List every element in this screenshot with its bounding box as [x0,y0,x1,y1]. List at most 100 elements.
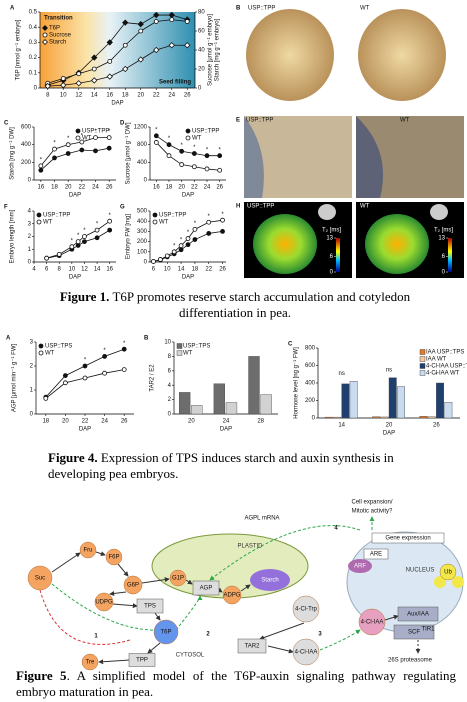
diagram-node [222,585,242,605]
point [82,234,87,239]
point [138,28,144,34]
diagram-label: TPS [144,604,156,610]
diagram-label: NUCLEUS [406,568,435,574]
panel-label: D [120,121,125,127]
x-tick-label: 24 [92,185,99,191]
significance: * [96,222,99,228]
x-tick-label: 20 [62,419,69,425]
y-tick-label: 0 [28,178,32,184]
seed-photo [358,9,446,101]
figure-caption: Figure 1. T6P promotes reserve starch ac… [40,289,430,321]
point [121,346,127,352]
y-tick-label: 0.5 [29,10,38,16]
photo-caption: WT [360,204,370,210]
legend-label: USP::TPS [45,344,72,350]
inhibition-path [39,589,131,645]
diagram-label: 4-Cl-IAA [295,650,318,656]
y-tick-label: 4 [28,209,32,215]
point [102,353,107,359]
significance: ns [338,371,344,377]
x-tick-label: 24 [168,93,175,99]
diagram-node [237,638,267,654]
diagram-label: 1 [94,634,98,640]
x-tick-label: 26 [184,93,191,99]
x-tick-label: 12 [81,267,88,273]
x-tick-label: 16 [106,267,113,273]
diagram-label: 4-Cl-Trp [295,607,317,613]
point [169,17,175,23]
significance: * [193,145,196,151]
y-tick-label: 3 [28,221,32,227]
legend-marker [38,343,44,349]
diagram-node [169,569,187,587]
panel-label: A [6,336,11,342]
legend-label: Sucrose [49,33,72,39]
point [106,39,113,46]
point [137,20,144,28]
y2-axis-label: Sucrose [µmol g⁻¹ embryo] [208,14,214,86]
legend-label: WT [45,351,55,357]
diagram-node [371,532,445,544]
diagram-node [94,592,114,612]
significance: * [218,147,221,153]
legend-label: Starch [49,40,66,46]
point [107,227,113,233]
y-axis-label: AGP [µmol min⁻¹ g⁻¹ FW] [12,343,18,412]
diagram-label: ADPG [223,593,240,599]
x-axis-label: DAP [182,193,194,199]
colorbar-tick-label: 6 [442,254,446,260]
x-tick-label: 20 [65,185,72,191]
y-tick-label: 1200 [134,125,148,131]
x-tick-label: 4 [32,267,36,273]
series-line [40,147,110,171]
point [164,253,170,259]
y-tick-label: 200 [305,398,316,404]
legend-swatch [176,343,183,349]
significance: * [208,214,211,220]
diagram-node [363,548,389,560]
point [179,162,185,167]
diagram-node [27,565,53,591]
colorbar-label: T₂ [ms] [434,228,453,234]
x-tick-label: 16 [153,185,160,191]
point [153,19,159,24]
point [184,19,190,24]
x-axis-label: DAP [111,101,123,107]
panel-label: A [10,6,15,12]
legend-label: WT [192,136,202,142]
point [191,151,197,156]
caption-text: Expression of TPS induces starch and aux… [48,450,394,481]
point [178,243,184,249]
legend-label: 4-Cl-IAA USP::TPS [426,364,467,370]
point [153,11,160,19]
colorbar [448,238,452,272]
point [107,59,113,64]
y-tick-label: 8 [168,354,172,360]
point [217,167,223,173]
point [38,167,44,173]
x-axis-label: DAP [383,431,395,437]
bar [372,416,381,419]
y-axis-label: Sucrose [µmol g⁻¹ DW] [126,122,132,184]
point [76,71,82,77]
x-tick-label: 20 [386,423,393,429]
y-tick-label: 200 [137,239,148,245]
point [52,155,57,161]
point [106,135,112,141]
annotation: Seed filling [159,80,191,86]
point [56,251,62,257]
y-tick-label: 3 [30,340,34,346]
legend-label: USP::TPP [159,213,186,219]
x-tick-label: 18 [122,93,129,99]
bar [444,402,453,419]
diagram-node [393,624,435,640]
point [91,77,98,84]
point [60,81,67,89]
legend-marker [42,39,48,45]
x-axis-label: DAP [220,427,232,433]
arrow [154,612,161,621]
mri-embryo [365,214,429,274]
significance: * [194,221,197,227]
y-tick-label: 2 [168,397,172,403]
